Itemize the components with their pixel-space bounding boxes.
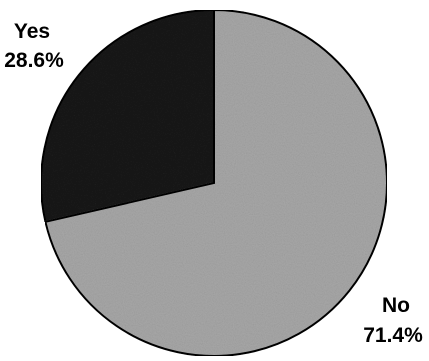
pie-labels: Yes 28.6% No 71.4% <box>4 20 423 347</box>
slice-label-no: No <box>382 294 410 317</box>
pie-slice-no <box>44 8 388 357</box>
slice-label-yes: Yes <box>14 20 50 43</box>
slice-value-no: 71.4% <box>363 324 423 347</box>
pie-slice-yes <box>40 8 215 223</box>
slice-value-yes: 28.6% <box>4 49 64 72</box>
pie-slices <box>40 8 388 357</box>
